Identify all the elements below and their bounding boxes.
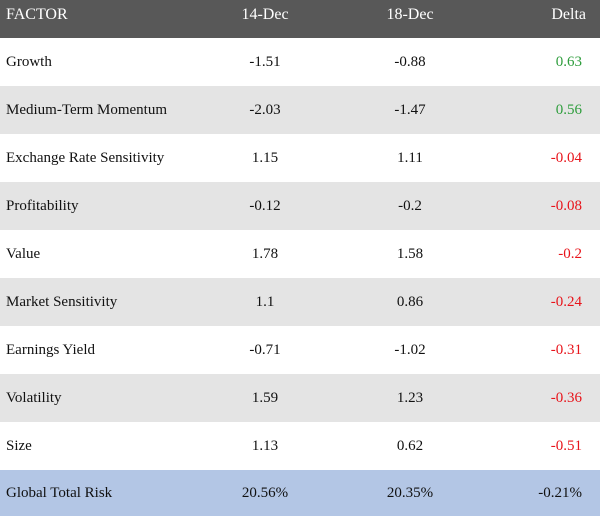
value-18-dec: -1.47 — [394, 101, 426, 118]
value-18-dec: -0.88 — [394, 53, 426, 70]
value-14-dec: 1.78 — [251, 245, 279, 262]
value-18-dec: 1.23 — [396, 389, 424, 406]
factor-name: Growth — [6, 53, 52, 70]
table-row: Growth -1.51 -0.88 0.63 — [0, 38, 600, 86]
total-18-dec: 20.35% — [386, 484, 434, 501]
delta-value: 0.63 — [555, 53, 582, 70]
total-row: Global Total Risk 20.56% 20.35% -0.21% — [0, 470, 600, 516]
header-row: FACTOR 14-Dec 18-Dec Delta — [0, 0, 600, 38]
value-14-dec: -2.03 — [249, 101, 281, 118]
column-header-delta: Delta — [551, 6, 586, 23]
total-delta: -0.21% — [538, 484, 582, 501]
value-18-dec: 0.86 — [396, 293, 424, 310]
factor-name: Size — [6, 437, 32, 454]
factor-name: Profitability — [6, 197, 79, 214]
value-14-dec: -0.12 — [249, 197, 281, 214]
delta-value: 0.56 — [555, 101, 582, 118]
value-18-dec: 0.62 — [396, 437, 424, 454]
factor-name: Medium-Term Momentum — [6, 101, 168, 118]
table-row: Size 1.13 0.62 -0.51 — [0, 422, 600, 470]
delta-value: -0.04 — [550, 149, 582, 166]
value-18-dec: 1.11 — [397, 149, 423, 166]
total-14-dec: 20.56% — [241, 484, 289, 501]
value-14-dec: 1.15 — [251, 149, 279, 166]
factor-name: Volatility — [6, 389, 62, 406]
value-18-dec: -0.2 — [398, 197, 422, 214]
value-14-dec: 1.13 — [251, 437, 279, 454]
table-body: Growth -1.51 -0.88 0.63 Medium-Term Mome… — [0, 38, 600, 516]
value-18-dec: 1.58 — [396, 245, 424, 262]
column-header-factor: FACTOR — [6, 6, 68, 23]
delta-value: -0.31 — [550, 341, 582, 358]
delta-value: -0.51 — [550, 437, 582, 454]
factor-name: Market Sensitivity — [6, 293, 118, 310]
delta-value: -0.24 — [550, 293, 582, 310]
factor-name: Value — [6, 245, 41, 262]
delta-value: -0.36 — [550, 389, 582, 406]
value-14-dec: -0.71 — [249, 341, 281, 358]
table-row: Profitability -0.12 -0.2 -0.08 — [0, 182, 600, 230]
table-row: Market Sensitivity 1.1 0.86 -0.24 — [0, 278, 600, 326]
table-row: Earnings Yield -0.71 -1.02 -0.31 — [0, 326, 600, 374]
delta-value: -0.08 — [550, 197, 582, 214]
column-header-14-dec: 14-Dec — [241, 6, 289, 23]
table-row: Exchange Rate Sensitivity 1.15 1.11 -0.0… — [0, 134, 600, 182]
table-row: Medium-Term Momentum -2.03 -1.47 0.56 — [0, 86, 600, 134]
value-18-dec: -1.02 — [394, 341, 426, 358]
value-14-dec: 1.1 — [255, 293, 275, 310]
value-14-dec: 1.59 — [251, 389, 279, 406]
table-row: Volatility 1.59 1.23 -0.36 — [0, 374, 600, 422]
factor-name: Earnings Yield — [6, 341, 96, 358]
factor-name: Exchange Rate Sensitivity — [6, 149, 165, 166]
delta-value: -0.2 — [558, 245, 582, 262]
table-row: Value 1.78 1.58 -0.2 — [0, 230, 600, 278]
total-label: Global Total Risk — [6, 484, 113, 501]
column-header-18-dec: 18-Dec — [386, 6, 434, 23]
value-14-dec: -1.51 — [249, 53, 281, 70]
